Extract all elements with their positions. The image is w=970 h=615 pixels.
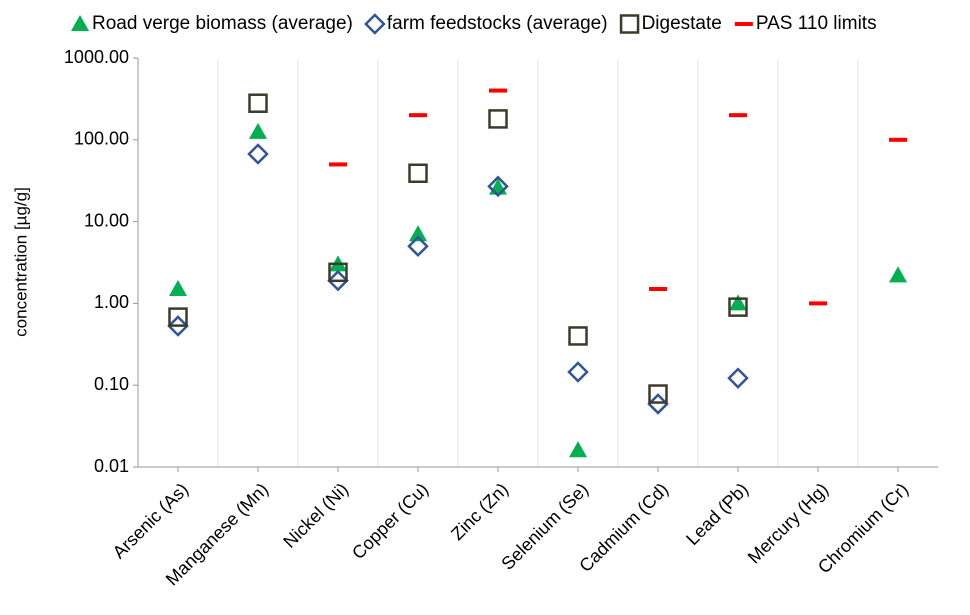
data-point: [729, 294, 747, 311]
data-point: [809, 301, 827, 306]
x-tick-label: Arsenic (As): [109, 479, 192, 562]
y-axis-label: concentration [µg/g]: [11, 187, 30, 337]
data-point: [489, 88, 507, 93]
data-point: [727, 367, 749, 389]
y-tick-label: 1000.00: [64, 47, 129, 67]
data-point: [889, 137, 907, 142]
data-point: [169, 279, 187, 296]
legend-label: Road verge biomass (average): [92, 13, 353, 34]
x-tick-label: Copper (Cu): [348, 479, 432, 563]
data-point: [647, 393, 669, 415]
data-point: [648, 384, 668, 404]
legend-label: PAS 110 limits: [756, 13, 877, 34]
legend-marker: [619, 14, 640, 34]
x-tick-label: Mercury (Hg): [744, 479, 832, 567]
legend-marker: [71, 15, 89, 31]
data-point: [729, 113, 747, 118]
data-point: [889, 266, 907, 283]
data-point: [489, 178, 507, 195]
legend-marker: [364, 13, 386, 35]
x-tick-label: Nickel (Ni): [279, 479, 352, 552]
y-tick-label: 100.00: [74, 129, 129, 149]
data-point: [408, 163, 428, 184]
y-tick-label: 10.00: [84, 210, 129, 230]
legend-marker: [734, 22, 753, 26]
legend-label: farm feedstocks (average): [387, 13, 608, 34]
data-point: [487, 175, 509, 198]
data-point: [407, 235, 429, 257]
data-point: [488, 109, 508, 129]
data-point: [409, 113, 427, 118]
data-point: [649, 286, 667, 291]
data-point: [329, 162, 347, 167]
data-point: [248, 93, 268, 113]
y-tick-label: 0.01: [94, 456, 129, 476]
data-point: [728, 297, 748, 317]
x-tick-label: Zinc (Zn): [447, 479, 512, 544]
data-point: [409, 225, 427, 242]
data-point: [568, 326, 588, 346]
data-point: [569, 441, 587, 458]
data-point: [247, 143, 269, 165]
data-point: [167, 315, 189, 337]
legend-label: Digestate: [642, 13, 722, 34]
data-point: [168, 307, 188, 327]
y-tick-label: 1.00: [94, 292, 129, 312]
x-tick-label: Lead (Pb): [682, 479, 752, 549]
data-point: [327, 269, 349, 292]
data-point: [249, 122, 267, 139]
data-point: [567, 361, 589, 383]
data-point: [328, 262, 348, 283]
y-tick-label: 0.10: [94, 374, 129, 394]
